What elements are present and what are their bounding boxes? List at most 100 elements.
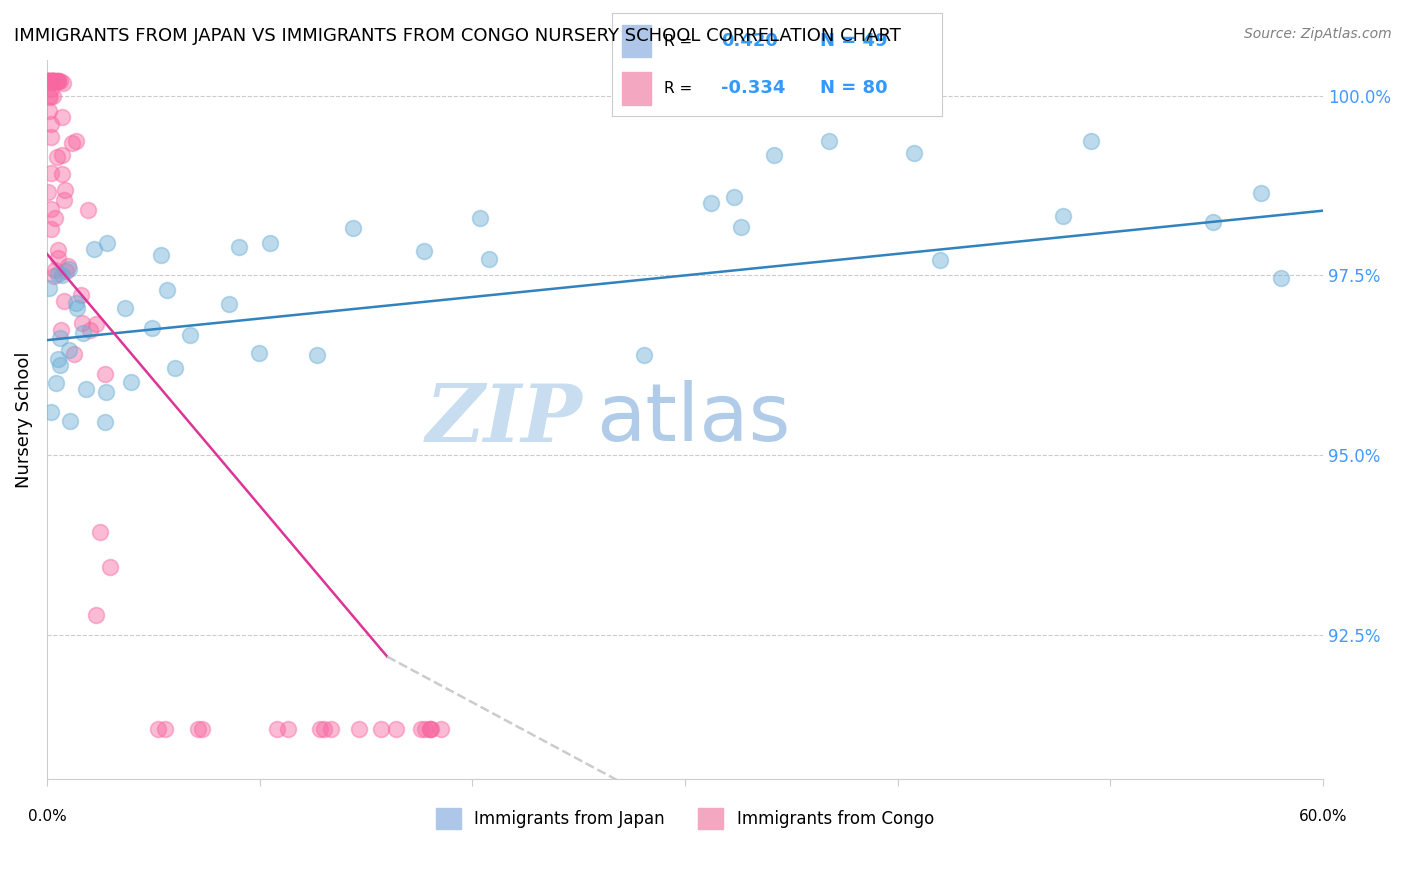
Point: [411, 722, 433, 736]
Point: [51, 167, 73, 181]
Point: [37, 74, 59, 88]
Point: [218, 297, 240, 311]
Point: [312, 722, 335, 736]
Point: [633, 348, 655, 362]
Text: ZIP: ZIP: [426, 381, 583, 458]
Point: [141, 320, 163, 334]
Point: [430, 722, 453, 736]
Point: [65, 134, 87, 148]
Point: [165, 361, 187, 376]
Point: [762, 148, 785, 162]
Point: [46, 352, 69, 367]
Point: [51, 110, 73, 124]
Point: [114, 301, 136, 316]
Point: [55, 263, 77, 277]
Point: [837, 74, 859, 88]
Point: [1052, 209, 1074, 223]
Point: [266, 722, 288, 736]
Point: [93, 367, 115, 381]
Point: [38, 74, 60, 88]
Point: [259, 236, 281, 251]
Text: IMMIGRANTS FROM JAPAN VS IMMIGRANTS FROM CONGO NURSERY SCHOOL CORRELATION CHART: IMMIGRANTS FROM JAPAN VS IMMIGRANTS FROM…: [14, 27, 901, 45]
Point: [83, 242, 105, 256]
Point: [66, 301, 89, 316]
Point: [45, 74, 67, 88]
Point: [347, 722, 370, 736]
Point: [53, 184, 76, 198]
Point: [39, 166, 62, 180]
Point: [370, 722, 392, 736]
Point: [46, 150, 69, 164]
Point: [44, 74, 66, 88]
Point: [62, 347, 84, 361]
Point: [49, 323, 72, 337]
Point: [41, 74, 63, 88]
Point: [179, 328, 201, 343]
Point: [46, 74, 69, 88]
Point: [120, 375, 142, 389]
Point: [38, 281, 60, 295]
Point: [1080, 134, 1102, 148]
Point: [929, 252, 952, 267]
Point: [37, 74, 59, 88]
Point: [89, 524, 111, 539]
Point: [41, 74, 63, 88]
Point: [65, 296, 87, 310]
Point: [41, 74, 63, 88]
Point: [39, 222, 62, 236]
Point: [307, 348, 329, 362]
Point: [59, 414, 82, 428]
Text: R =: R =: [665, 81, 697, 95]
Point: [46, 74, 69, 88]
Point: [146, 722, 169, 736]
Point: [44, 263, 66, 277]
Text: N = 49: N = 49: [820, 32, 887, 50]
Point: [37, 74, 59, 88]
Point: [37, 74, 59, 88]
Bar: [621, 72, 651, 104]
Point: [38, 103, 60, 118]
Point: [60, 136, 83, 151]
Point: [149, 248, 172, 262]
Point: [1202, 215, 1225, 229]
Point: [321, 722, 343, 736]
Point: [51, 268, 73, 282]
Point: [903, 146, 925, 161]
Point: [49, 74, 72, 88]
Point: [96, 235, 118, 250]
Text: R =: R =: [665, 34, 697, 48]
Point: [79, 323, 101, 337]
Text: -0.334: -0.334: [721, 79, 785, 97]
Point: [38, 74, 60, 88]
Point: [49, 358, 72, 372]
Point: [48, 331, 70, 345]
Point: [45, 376, 67, 390]
Point: [1250, 186, 1272, 200]
Point: [72, 316, 94, 330]
Point: [41, 74, 63, 88]
Point: [39, 117, 62, 131]
Point: [77, 203, 100, 218]
Point: [39, 129, 62, 144]
Text: 0.420: 0.420: [721, 32, 778, 50]
Point: [94, 385, 117, 400]
Point: [342, 221, 364, 235]
Point: [84, 607, 107, 622]
Point: [39, 405, 62, 419]
Point: [51, 148, 73, 162]
Point: [84, 318, 107, 332]
Point: [187, 722, 209, 736]
Point: [385, 722, 408, 736]
Point: [38, 88, 60, 103]
Text: 60.0%: 60.0%: [1299, 809, 1347, 824]
Point: [153, 722, 176, 736]
Point: [156, 283, 179, 297]
Point: [52, 294, 75, 309]
Point: [69, 288, 91, 302]
Point: [94, 415, 117, 429]
Text: atlas: atlas: [596, 380, 790, 458]
Point: [413, 244, 436, 258]
Point: [1270, 271, 1292, 285]
Point: [730, 220, 752, 235]
Point: [39, 202, 62, 216]
